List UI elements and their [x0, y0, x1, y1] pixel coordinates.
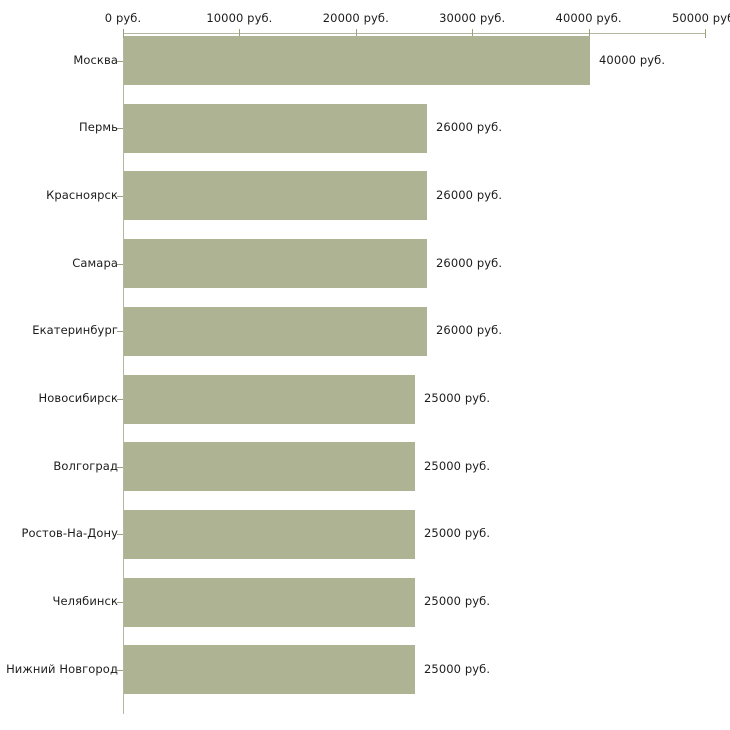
x-axis-tick [588, 29, 590, 38]
y-axis-tick [117, 602, 123, 603]
y-axis-line [123, 33, 124, 714]
bar-value-label: 25000 руб. [424, 594, 491, 608]
x-axis-tick [472, 29, 474, 38]
x-axis-tick [239, 29, 241, 38]
y-axis-category-label: Новосибирск [38, 391, 118, 405]
bar[interactable] [124, 36, 590, 85]
x-axis-tick [355, 29, 357, 38]
y-axis-tick [117, 196, 123, 197]
bar-value-label: 26000 руб. [436, 256, 503, 270]
bar[interactable] [124, 578, 415, 627]
bar-value-label: 25000 руб. [424, 526, 491, 540]
y-axis-category-label: Пермь [79, 120, 118, 135]
y-axis-tick [117, 399, 123, 400]
y-axis-tick [117, 534, 123, 535]
bar[interactable] [124, 442, 415, 491]
x-axis-tick [705, 29, 706, 38]
y-axis-tick [117, 670, 123, 671]
bar-value-label: 26000 руб. [436, 120, 503, 134]
y-axis-tick [117, 467, 123, 468]
y-axis-category-label: Москва [73, 52, 118, 67]
bar[interactable] [124, 104, 427, 153]
bar-value-label: 40000 руб. [599, 53, 666, 67]
y-axis-category-label: Самара [72, 255, 118, 270]
y-axis-tick [117, 128, 123, 129]
bar[interactable] [124, 510, 415, 559]
y-axis-tick [117, 264, 123, 265]
bar-value-label: 26000 руб. [436, 188, 503, 202]
x-axis-tick-label: 30000 руб. [439, 11, 506, 25]
y-axis-category-label: Ростов-На-Дону [21, 526, 118, 541]
bar-value-label: 26000 руб. [436, 323, 503, 337]
bar[interactable] [124, 645, 415, 694]
y-axis-tick [117, 331, 123, 332]
x-axis-tick-label: 10000 руб. [206, 11, 273, 25]
bar[interactable] [124, 375, 415, 424]
y-axis-category-label: Нижний Новгород [6, 661, 118, 676]
bar-value-label: 25000 руб. [424, 459, 491, 473]
x-axis-tick-label: 50000 руб. [671, 11, 730, 25]
bar-value-label: 25000 руб. [424, 662, 491, 676]
y-axis-category-label: Красноярск [46, 187, 118, 202]
y-axis-category-label: Волгоград [53, 458, 118, 473]
bar[interactable] [124, 171, 427, 220]
x-axis-line [123, 33, 705, 34]
bar-value-label: 25000 руб. [424, 391, 491, 405]
bar[interactable] [124, 239, 427, 288]
x-axis-tick-label: 40000 руб. [555, 11, 622, 25]
bar[interactable] [124, 307, 427, 356]
y-axis-category-label: Екатеринбург [32, 323, 118, 338]
y-axis-category-label: Челябинск [52, 594, 118, 609]
x-axis-tick [123, 29, 124, 38]
y-axis-tick [117, 61, 123, 62]
x-axis-tick-label: 20000 руб. [322, 11, 389, 25]
x-axis-tick-label: 0 руб. [104, 11, 142, 25]
